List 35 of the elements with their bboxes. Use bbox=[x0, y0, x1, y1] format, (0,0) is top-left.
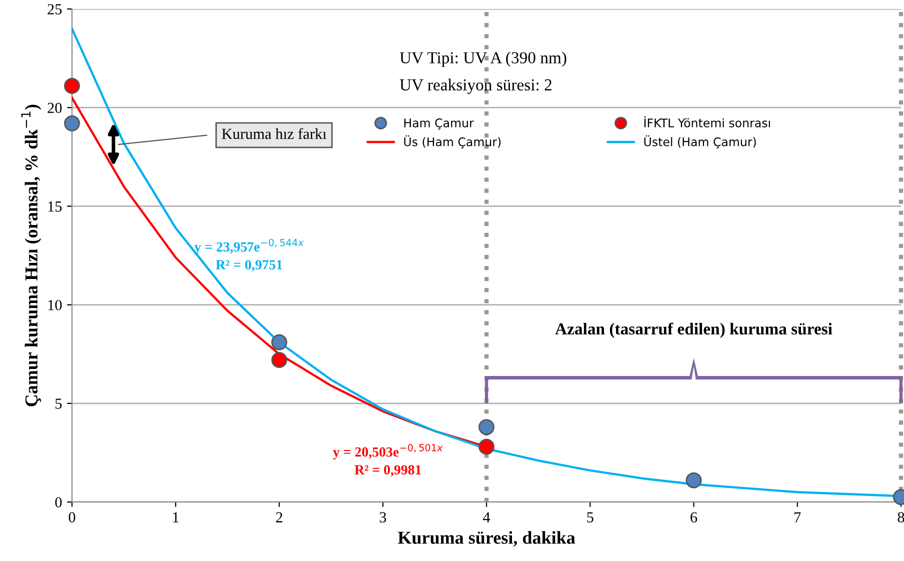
annotation: Kuruma hız farkı bbox=[222, 128, 326, 140]
legend-label: Üs (Ham Çamur) bbox=[404, 135, 501, 148]
legend-label: İFKTL Yöntemi sonrası bbox=[644, 116, 770, 128]
y-tick-label: 25 bbox=[48, 4, 62, 14]
annotation: UV Tipi: UV A (390 nm) bbox=[400, 52, 566, 67]
y-tick-label: 20 bbox=[48, 102, 62, 114]
annotation: y = 20,503e$^{−0,501x}$ bbox=[332, 444, 443, 460]
point bbox=[271, 334, 288, 350]
x-tick-label: 7 bbox=[794, 512, 801, 522]
point bbox=[64, 78, 80, 94]
point bbox=[271, 352, 288, 368]
point bbox=[64, 115, 80, 132]
x-tick-label: 6 bbox=[690, 512, 698, 522]
y-tick-label: 10 bbox=[48, 300, 62, 310]
x-tick-label: 1 bbox=[173, 512, 179, 522]
legend-label: Üstel (Ham Çamur) bbox=[644, 135, 756, 148]
point bbox=[478, 438, 494, 455]
x-tick-label: 4 bbox=[482, 512, 490, 522]
y-tick-label: 0 bbox=[55, 497, 62, 508]
x-axis-title: Kuruma süresi, dakika bbox=[398, 531, 576, 546]
point bbox=[686, 472, 702, 488]
x-tick-label: 8 bbox=[898, 512, 904, 522]
x-tick-label: 5 bbox=[587, 512, 594, 522]
annotation: UV reaksiyon süresi: 2 bbox=[400, 78, 552, 94]
annotation: Azalan (tasarruf edilen) kuruma süresi bbox=[555, 322, 832, 338]
y-tick-label: 15 bbox=[48, 201, 62, 212]
y-tick-label: 5 bbox=[56, 398, 62, 409]
y-axis-title: Çamur kuruma Hızı (oransal, % dk$^{−1}$) bbox=[21, 104, 42, 406]
point bbox=[478, 419, 494, 436]
x-tick-label: 2 bbox=[276, 512, 282, 522]
x-tick-label: 3 bbox=[380, 512, 386, 522]
annotation: R² = 0,9751 bbox=[216, 260, 282, 272]
annotation: R² = 0,9981 bbox=[354, 465, 421, 477]
x-tick-label: 0 bbox=[68, 512, 76, 522]
legend-label: Ham Çamur bbox=[404, 118, 474, 130]
